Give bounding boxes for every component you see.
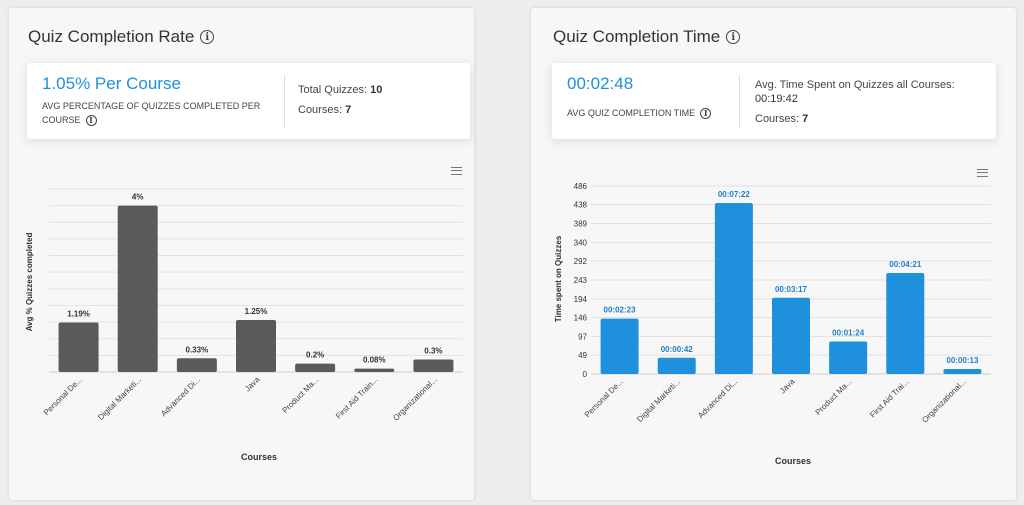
avg-per-course-value: 1.05% Per Course [42, 74, 181, 93]
chart-menu-icon[interactable] [977, 169, 988, 177]
chart-menu-icon[interactable] [451, 167, 462, 175]
data-label: 1.25% [245, 307, 268, 316]
x-tick-label: Personal De... [42, 375, 84, 417]
bar[interactable] [657, 357, 696, 374]
y-tick-label: 243 [574, 276, 588, 285]
x-tick-label: Digital Marketi... [635, 377, 682, 424]
data-label: 4% [132, 193, 144, 202]
panel-title-text: Quiz Completion Rate [28, 27, 195, 46]
courses-value: 7 [802, 113, 809, 125]
quiz-completion-rate-chart: 1.19% 4% 0.33% 1.25% 0.2% 0.08% 0.3% Personal … [25, 188, 463, 462]
summary-card: 00:02:48 AVG QUIZ COMPLETION TIME i Avg. … [552, 63, 996, 139]
bar[interactable] [886, 273, 925, 374]
x-tick-label: Organizational... [391, 375, 439, 423]
courses-value: 7 [345, 104, 352, 116]
avg-completion-time-label-text: AVG QUIZ COMPLETION TIME [567, 108, 696, 118]
data-label: 00:00:42 [661, 345, 694, 354]
x-tick-label: First Aid Trai... [868, 377, 911, 420]
avg-time-all-courses-label: Avg. Time Spent on Quizzes all Courses: [755, 79, 955, 91]
avg-completion-time-value: 00:02:48 [567, 74, 634, 93]
x-tick-label: Organizational... [920, 377, 968, 425]
info-icon[interactable]: i [726, 30, 741, 44]
quiz-completion-time-chart: 0 49 97 146 194 243 292 340 389 438 486 00:02:23 00… [554, 182, 991, 466]
courses-stat: Courses: 7 [755, 113, 808, 125]
x-tick-label: Java [778, 377, 797, 396]
courses-label: Courses: [755, 113, 803, 125]
y-tick-label: 389 [574, 220, 588, 229]
data-label: 00:04:21 [889, 260, 922, 269]
bar[interactable] [943, 368, 982, 374]
y-tick-label: 146 [574, 314, 588, 323]
quiz-completion-time-panel: Quiz Completion Time i 00:02:48 AVG QUIZ… [531, 8, 1016, 500]
bar[interactable] [176, 358, 217, 372]
data-label: 00:01:24 [832, 329, 865, 338]
x-tick-label: Personal De... [583, 377, 625, 419]
data-label: 00:03:17 [775, 285, 808, 294]
total-quizzes-value: 10 [370, 84, 383, 96]
avg-completion-time-label: AVG QUIZ COMPLETION TIME i [567, 106, 712, 120]
quiz-completion-rate-panel: Quiz Completion Rate i 1.05% Per Course … [9, 8, 474, 500]
bar[interactable] [714, 203, 753, 374]
data-label: 1.19% [67, 310, 90, 319]
data-label: 00:02:23 [604, 306, 637, 315]
bar[interactable] [236, 320, 276, 372]
courses-stat: Courses: 7 [298, 104, 351, 116]
data-label: 00:07:22 [718, 190, 751, 199]
total-quizzes-label: Total Quizzes: [298, 84, 371, 96]
y-tick-label: 49 [578, 351, 587, 360]
y-tick-label: 194 [574, 295, 588, 304]
y-tick-label: 438 [574, 201, 588, 210]
avg-time-all-courses-stat: Avg. Time Spent on Quizzes all Courses: … [755, 78, 985, 106]
data-label: 00:00:13 [946, 356, 979, 365]
divider [284, 75, 285, 127]
y-tick-label: 486 [574, 182, 588, 191]
panel-title: Quiz Completion Time i [553, 27, 741, 47]
bar[interactable] [354, 368, 395, 372]
summary-card: 1.05% Per Course AVG PERCENTAGE OF QUIZZ… [27, 63, 470, 139]
panel-title: Quiz Completion Rate i [28, 27, 215, 47]
bar[interactable] [772, 297, 810, 374]
x-tick-label: First Aid Train... [334, 375, 380, 421]
panel-title-text: Quiz Completion Time [553, 27, 721, 46]
x-tick-label: Product Ma... [814, 377, 854, 417]
bar[interactable] [295, 363, 336, 372]
bar[interactable] [600, 318, 639, 374]
data-label: 0.3% [424, 347, 442, 356]
y-tick-label: 340 [574, 238, 588, 247]
bar[interactable] [413, 359, 454, 372]
y-axis-label: Time spent on Quizzes [554, 235, 563, 322]
x-tick-label: Digital Marketi... [96, 375, 143, 422]
info-icon[interactable]: i [200, 30, 215, 44]
avg-per-course-label-text: AVG PERCENTAGE OF QUIZZES COMPLETED PER … [42, 101, 261, 125]
y-axis-label: Avg % Quizzes completed [25, 232, 34, 331]
courses-label: Courses: [298, 104, 346, 116]
y-tick-label: 0 [583, 370, 588, 379]
y-tick-label: 97 [578, 332, 587, 341]
total-quizzes-stat: Total Quizzes: 10 [298, 84, 382, 96]
divider [739, 75, 740, 127]
info-icon[interactable]: i [85, 114, 97, 126]
x-tick-label: Advanced Di... [696, 377, 739, 420]
x-axis-label: Courses [241, 452, 277, 462]
x-tick-label: Java [243, 375, 262, 394]
bar[interactable] [117, 205, 158, 372]
y-tick-label: 292 [574, 257, 588, 266]
avg-per-course-label: AVG PERCENTAGE OF QUIZZES COMPLETED PER … [42, 99, 272, 127]
data-label: 0.2% [306, 351, 324, 360]
x-axis-label: Courses [775, 456, 811, 466]
data-label: 0.33% [186, 345, 209, 354]
bar[interactable] [58, 322, 99, 372]
avg-time-all-courses-value: 00:19:42 [755, 93, 798, 105]
info-icon[interactable]: i [700, 107, 712, 119]
data-label: 0.08% [363, 356, 386, 365]
x-tick-label: Product Ma... [281, 375, 321, 415]
x-tick-label: Advanced Di... [159, 375, 202, 418]
bar[interactable] [829, 341, 868, 374]
